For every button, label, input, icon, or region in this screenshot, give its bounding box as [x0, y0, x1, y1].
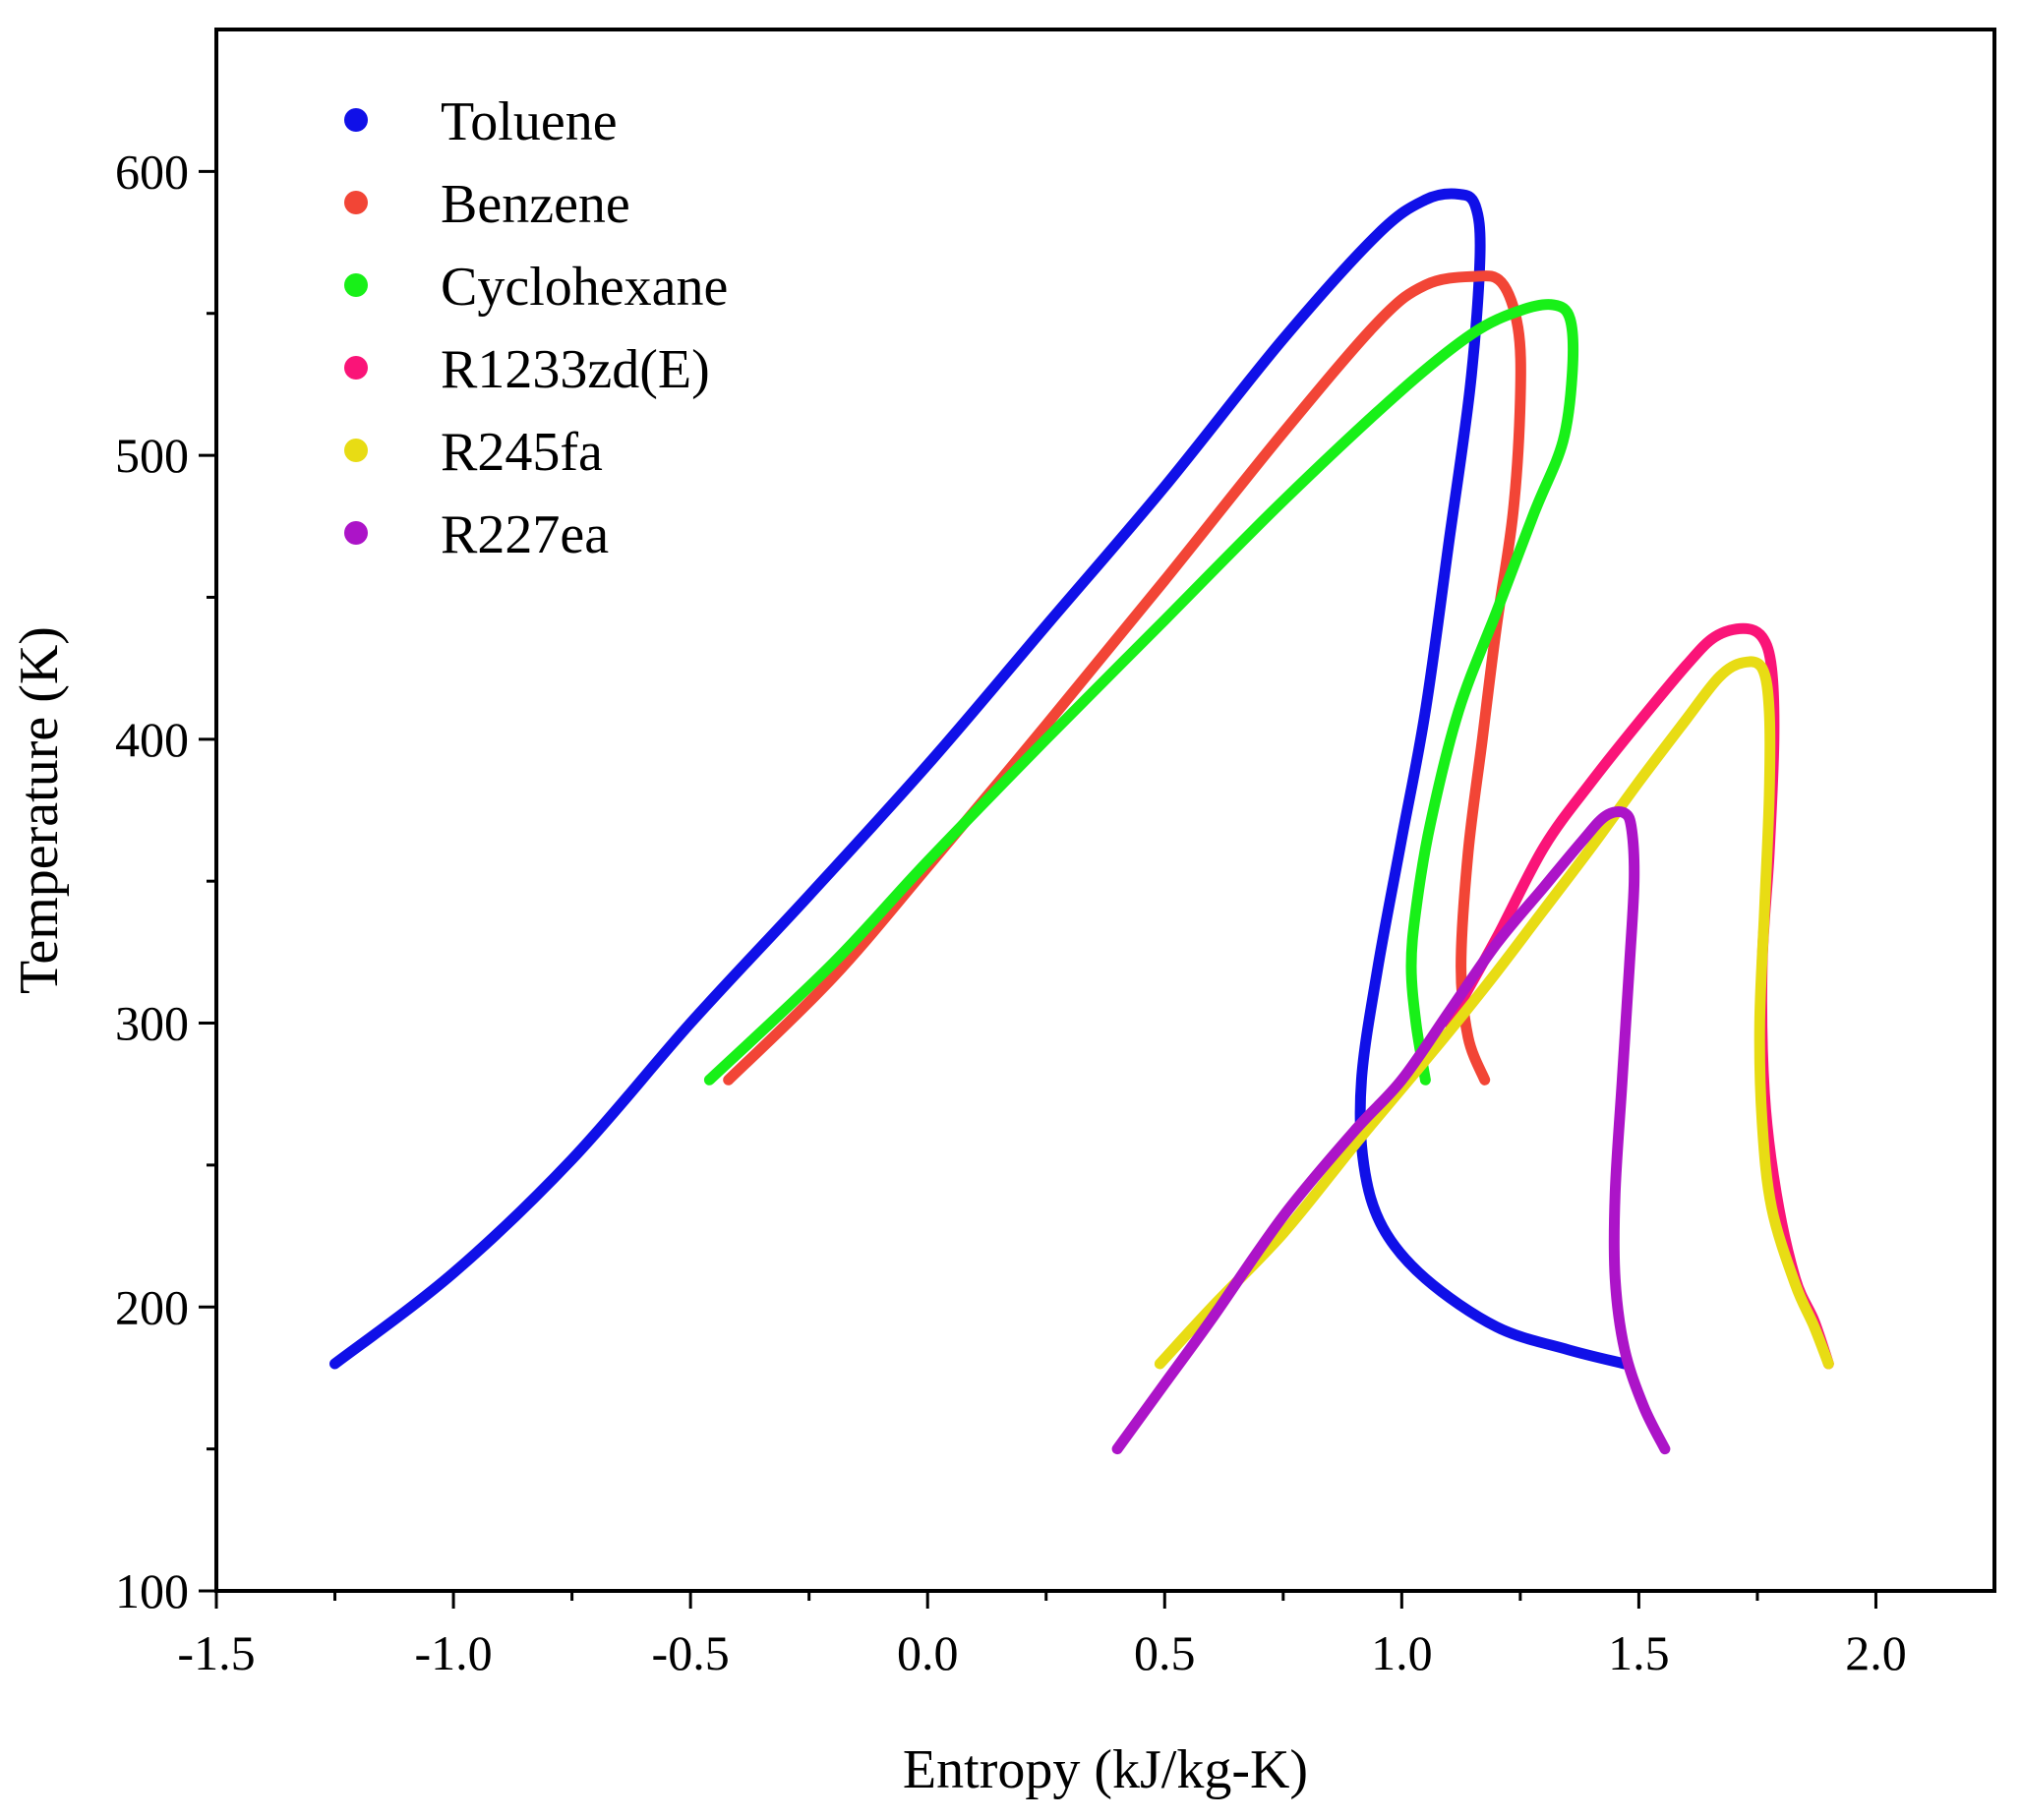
y-tick-label: 600 — [115, 144, 189, 199]
legend-marker — [344, 191, 368, 214]
legend-label: R245fa — [441, 422, 603, 483]
y-tick-label: 200 — [115, 1279, 189, 1334]
ticks-layer — [199, 169, 1877, 1609]
legend-marker — [344, 273, 368, 297]
legend-label: Toluene — [441, 91, 618, 152]
plot-frame — [214, 28, 1996, 1593]
y-axis-title: Temperature (K) — [9, 626, 70, 994]
x-tick-label: 0.5 — [1134, 1625, 1196, 1680]
series-line-2 — [703, 299, 1579, 1086]
y-tick-label: 500 — [115, 428, 189, 483]
x-axis-title: Entropy (kJ/kg-K) — [903, 1739, 1308, 1800]
x-tick-label: 1.0 — [1371, 1625, 1433, 1680]
legend-marker — [344, 439, 368, 462]
series-line-5 — [1111, 806, 1671, 1455]
x-tick-label: -0.5 — [652, 1625, 730, 1680]
series-line-0 — [329, 188, 1631, 1370]
x-tick-label: -1.5 — [177, 1625, 255, 1680]
x-tick-label: -1.0 — [414, 1625, 492, 1680]
series-layer — [329, 188, 1834, 1455]
x-tick-label: 2.0 — [1845, 1625, 1907, 1680]
x-tick-label: 0.0 — [897, 1625, 959, 1680]
legend-label: Cyclohexane — [441, 257, 728, 318]
legend-marker — [344, 521, 368, 545]
y-tick-label: 400 — [115, 712, 189, 767]
y-tick-label: 300 — [115, 996, 189, 1051]
y-tick-label: 100 — [115, 1563, 189, 1618]
legend-label: R227ea — [441, 504, 609, 565]
legend-marker — [344, 108, 368, 132]
legend-marker — [344, 356, 368, 380]
x-tick-label: 1.5 — [1608, 1625, 1670, 1680]
tick-label-layer: -1.5 -1.0 -0.5 0.0 0.5 1.0 1.5 2.0 100 200 300 400 5… — [115, 144, 1907, 1680]
legend-label: Benzene — [441, 174, 630, 235]
series-line-3 — [1444, 622, 1834, 1370]
series-line-4 — [1154, 656, 1834, 1370]
legend-label: R1233zd(E) — [441, 339, 710, 400]
legend: Toluene Benzene Cyclohexane R1233zd(E) R245f… — [344, 91, 728, 565]
